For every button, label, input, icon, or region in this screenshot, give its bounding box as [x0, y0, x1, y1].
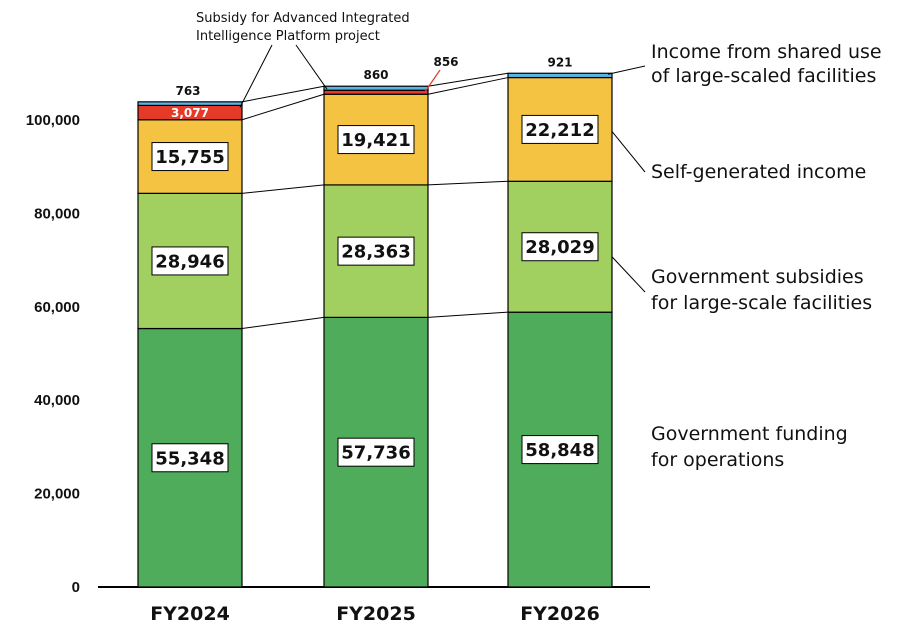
- data-label-box: [521, 435, 599, 465]
- connector-line: [241, 184, 325, 194]
- legend-label-line: for operations: [651, 449, 784, 471]
- data-label-box: [521, 232, 599, 262]
- legend-label-self: Self-generated income: [651, 161, 866, 183]
- data-labels: 55,348 57,736 58,848 28,946 28,363 28,029 15,7…: [151, 55, 599, 473]
- data-label-fac: 28,363: [341, 242, 410, 263]
- legend-label-aip: Subsidy for Advanced Integrated Intellige…: [196, 11, 410, 44]
- y-tick-label: 60,000: [34, 299, 80, 316]
- data-label-ops: 55,348: [155, 448, 224, 469]
- x-category-label: FY2025: [336, 603, 416, 625]
- y-tick-label: 80,000: [34, 205, 80, 222]
- x-category-label: FY2024: [150, 603, 230, 625]
- connector-line: [241, 316, 325, 330]
- data-label-aip: 856: [433, 55, 458, 69]
- y-tick-label: 0: [72, 579, 80, 596]
- data-label-box: [151, 443, 229, 473]
- legend-leader-line: [239, 44, 273, 108]
- connector-line: [427, 77, 509, 95]
- x-category-label: FY2026: [520, 603, 600, 625]
- y-tick-label: 100,000: [26, 112, 80, 129]
- legend-leader-line: [295, 44, 328, 90]
- data-label-self: 22,212: [525, 120, 594, 141]
- data-label-shared: 860: [363, 68, 388, 82]
- legend-label-shared: Income from shared use of large-scaled fa…: [651, 41, 882, 87]
- legend-leader-line: [611, 256, 646, 293]
- bar-segment-shared: [507, 72, 613, 79]
- connector-line: [427, 180, 509, 186]
- legend-label-ops: Government funding for operations: [651, 423, 848, 471]
- legend-label-line: Government funding: [651, 423, 848, 445]
- data-label-fac: 28,946: [155, 251, 224, 272]
- legend-leader-line: [611, 131, 646, 173]
- legend-label-line: Subsidy for Advanced Integrated: [196, 11, 410, 26]
- y-tick-label: 40,000: [34, 392, 80, 409]
- connector-line: [241, 85, 325, 103]
- connector-line: [427, 72, 509, 87]
- legend-label-line: Government subsidies: [651, 266, 864, 288]
- data-label-box: [151, 142, 229, 172]
- data-label-ops: 58,848: [525, 440, 594, 461]
- bar-segment-shared: [323, 85, 429, 91]
- connector-line: [241, 93, 325, 121]
- connector-line: [427, 311, 509, 318]
- data-label-box: [521, 114, 599, 144]
- legend: Income from shared use of large-scaled fa…: [196, 11, 882, 471]
- connector-lines: [241, 72, 509, 330]
- data-label-ops: 57,736: [341, 443, 410, 464]
- data-label-shared: 921: [547, 55, 572, 69]
- data-label-aip: 3,077: [171, 106, 209, 120]
- bar-segment-shared: [137, 101, 243, 107]
- legend-leader-line: [607, 65, 646, 75]
- legend-label-line: for large-scale facilities: [651, 292, 872, 314]
- data-label-shared: 763: [175, 84, 200, 98]
- data-label-self: 15,755: [155, 147, 224, 168]
- legend-label-line: Income from shared use: [651, 41, 882, 63]
- y-tick-label: 20,000: [34, 486, 80, 503]
- data-label-box: [337, 236, 415, 266]
- axes: 0 20,000 40,000 60,000 80,000 100,000 FY2024 FY…: [26, 112, 650, 625]
- legend-label-line: Self-generated income: [651, 161, 866, 183]
- data-label-pointer: [423, 69, 441, 94]
- data-label-box: [151, 246, 229, 276]
- legend-label-line: of large-scaled facilities: [651, 65, 876, 87]
- legend-label-fac: Government subsidies for large-scale faci…: [651, 266, 872, 314]
- data-label-fac: 28,029: [525, 237, 594, 258]
- data-label-self: 19,421: [341, 130, 410, 151]
- data-label-box: [337, 125, 415, 155]
- data-label-box: [337, 437, 415, 467]
- legend-label-line: Intelligence Platform project: [196, 29, 380, 44]
